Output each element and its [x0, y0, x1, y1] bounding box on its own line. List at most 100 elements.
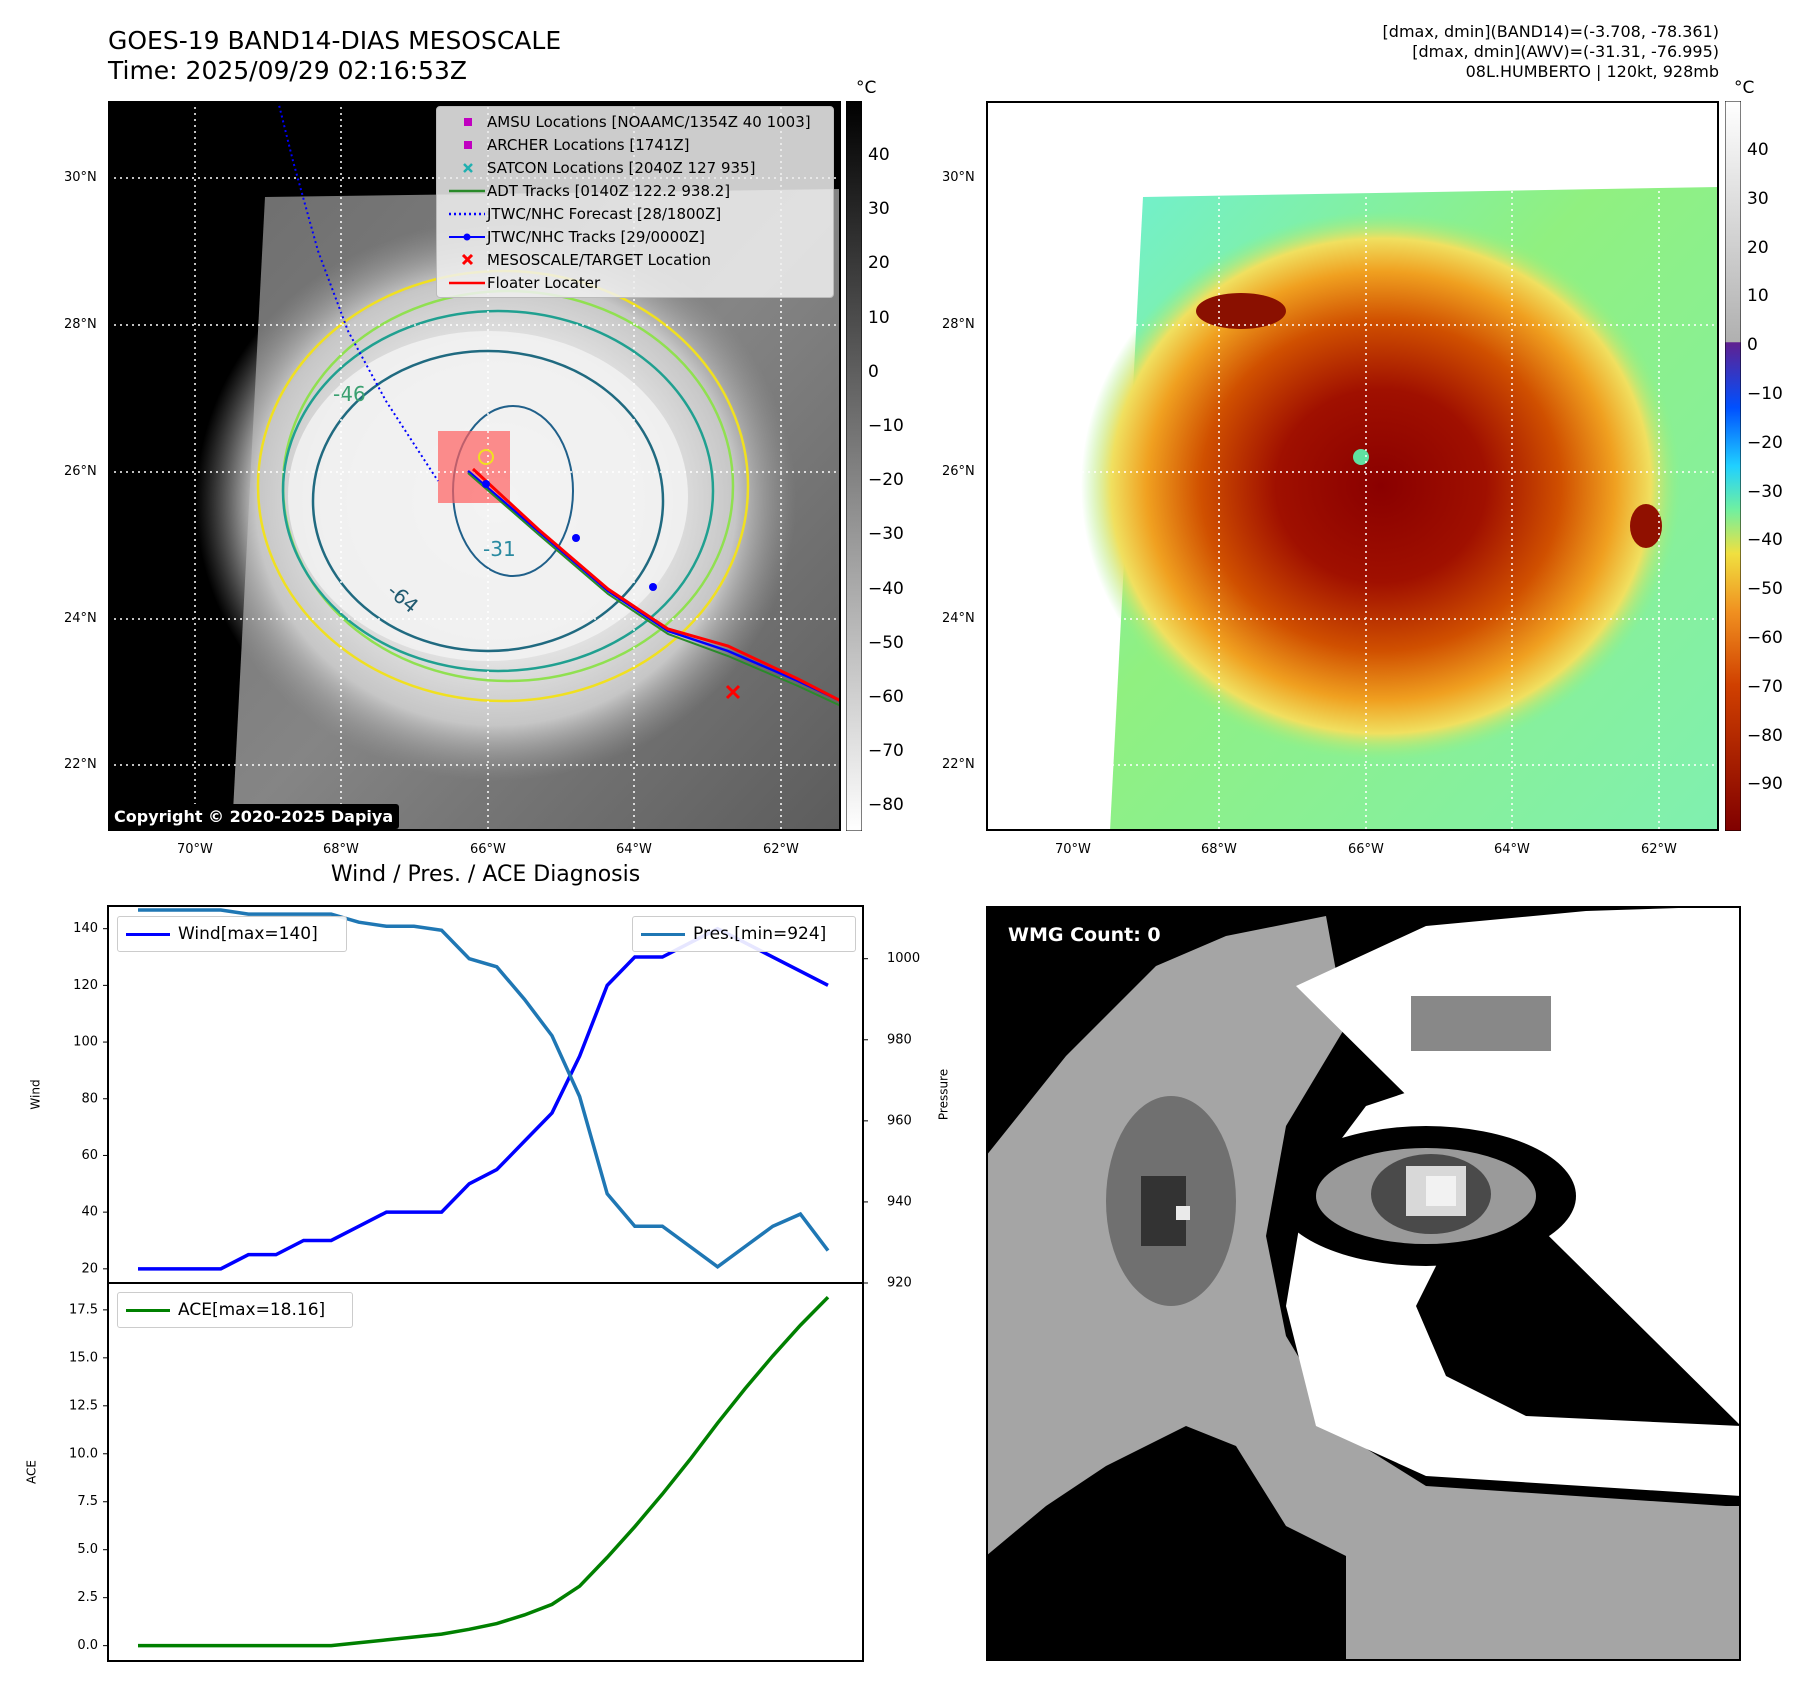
wv-colorbar-tick: −40: [1747, 530, 1783, 551]
wv-colorbar-tick: −10: [1747, 384, 1783, 404]
wv-eye: [1353, 449, 1369, 465]
ir-colorbar-tick: −50: [868, 632, 904, 653]
pressure-ytick-label: 940: [887, 1194, 912, 1209]
line-dot-icon: [449, 233, 485, 241]
ir-lat-label: 24°N: [64, 611, 97, 626]
ace-legend: ACE[max=18.16]: [117, 1292, 353, 1328]
x-marker-icon: [463, 163, 473, 173]
header-stats: [dmax, dmin](BAND14)=(-3.708, -78.361) […: [1383, 22, 1719, 82]
ir-lon-label: 70°W: [177, 842, 213, 857]
ir-colorbar-tick: 0: [868, 361, 879, 382]
ir-lon-label: 68°W: [323, 842, 359, 857]
ace-ytick-label: 10.0: [69, 1446, 98, 1461]
ace-legend-label: ACE[max=18.16]: [178, 1300, 326, 1320]
square-marker-icon: [464, 141, 472, 149]
ir-lat-label: 26°N: [64, 464, 97, 479]
wind-ytick-label: 140: [73, 921, 98, 936]
ace-ytick-label: 15.0: [69, 1350, 98, 1365]
ir-colorbar-tick: −20: [868, 470, 904, 491]
band14-range: [dmax, dmin](BAND14)=(-3.708, -78.361): [1382, 22, 1719, 41]
ir-colorbar-tick: −70: [868, 741, 904, 762]
ace-ytick-label: 5.0: [77, 1542, 98, 1557]
ace-legend-line-icon: [126, 1308, 170, 1312]
wv-colorbar-tick: −20: [1747, 432, 1783, 453]
wind-legend-label: Wind[max=140]: [178, 924, 318, 944]
contour-darkteal: [311, 349, 665, 653]
wind-series-line: [138, 926, 829, 1271]
pressure-ytick-label: 980: [887, 1032, 912, 1047]
wind-ytick-label: 40: [81, 1205, 98, 1220]
ace-ytick-label: 2.5: [77, 1590, 98, 1605]
ir-frame: [108, 101, 841, 831]
wind-ytick-label: 60: [81, 1148, 98, 1163]
wv-lat-label: 26°N: [942, 464, 975, 479]
wv-colorbar-tick: 30: [1747, 188, 1769, 209]
wmg-frame: [986, 906, 1741, 1661]
x-marker-icon: [461, 253, 474, 266]
copyright-label: Copyright © 2020-2025 Dapiya: [108, 804, 400, 829]
wind-ytick-label: 120: [73, 978, 98, 993]
ir-colorbar-unit: °C: [856, 78, 877, 98]
wv-gridlines: [986, 101, 1719, 831]
pressure-ytick-label: 920: [887, 1276, 912, 1291]
wind-ytick-label: 100: [73, 1035, 98, 1050]
ace-axis-label: ACE: [25, 1460, 39, 1484]
ir-colorbar-tick: 30: [868, 199, 890, 220]
wv-colorbar-tick: −80: [1747, 725, 1783, 746]
floater-track: [471, 467, 841, 703]
wv-map-panel: [986, 101, 1719, 831]
ir-colorbar-tick: −40: [868, 578, 904, 599]
wv-lat-label: 22°N: [942, 757, 975, 772]
wind-ytick-label: 20: [81, 1261, 98, 1276]
nhc-track: [467, 470, 841, 703]
pressure-series-line: [138, 908, 830, 1269]
wv-colorbar-tick: −90: [1747, 774, 1783, 795]
wv-colorbar-tick: 10: [1747, 286, 1769, 307]
wind-legend-line-icon: [126, 932, 170, 936]
wv-lat-label: 24°N: [942, 611, 975, 626]
ace-ytick-label: 0.0: [77, 1638, 98, 1653]
wind-ytick-label: 80: [81, 1091, 98, 1106]
wv-colorbar-tick: −60: [1747, 628, 1783, 648]
wv-colorbar-tick: −30: [1747, 481, 1783, 502]
wv-storm: [1081, 211, 1681, 761]
figure-title: GOES-19 BAND14-DIAS MESOSCALE: [108, 26, 562, 55]
ace-ytick-label: 17.5: [69, 1302, 98, 1317]
ir-lat-label: 28°N: [64, 317, 97, 332]
ir-colorbar-tick: 40: [868, 145, 890, 165]
forecast-track: [277, 101, 439, 482]
ir-lon-label: 66°W: [470, 842, 506, 857]
ir-colorbar-tick: −60: [868, 687, 904, 707]
wmg-count-badge: WMG Count: 0: [1000, 920, 1169, 950]
wv-colorbar-unit: °C: [1734, 78, 1755, 98]
ir-legend: AMSU Locations [NOAAMC/1354Z 40 1003] AR…: [436, 106, 834, 298]
wv-frame: [986, 101, 1719, 831]
pressure-legend-line-icon: [641, 932, 685, 936]
ace-series-line: [138, 1295, 830, 1648]
adt-track: [467, 472, 841, 707]
wv-colorbar-tick: 0: [1747, 335, 1758, 356]
line-marker-icon: [449, 189, 485, 193]
pressure-axis-label: Pressure: [937, 1069, 951, 1120]
line-marker-icon: [449, 281, 485, 285]
ir-lat-label: 22°N: [64, 757, 97, 772]
wv-lon-label: 68°W: [1201, 842, 1237, 857]
ir-colorbar-tick: 20: [868, 253, 890, 274]
awv-range: [dmax, dmin](AWV)=(-31.31, -76.995): [1412, 42, 1719, 61]
ir-colorbar: [846, 101, 862, 831]
ir-colorbar-tick: −80: [868, 795, 904, 816]
wind-legend: Wind[max=140]: [117, 916, 347, 952]
wv-lon-label: 64°W: [1494, 842, 1530, 857]
pressure-legend: Pres.[min=924]: [632, 916, 856, 952]
wv-lon-label: 62°W: [1641, 842, 1677, 857]
pressure-ytick-label: 1000: [887, 951, 920, 966]
wv-colorbar-tick: 40: [1747, 140, 1769, 160]
wv-lon-label: 66°W: [1348, 842, 1384, 857]
wv-lon-label: 70°W: [1055, 842, 1091, 857]
ir-lat-label: 30°N: [64, 170, 97, 185]
ir-lon-label: 62°W: [763, 842, 799, 857]
ir-colorbar-tick: 10: [868, 307, 890, 328]
wmg-panel: [986, 906, 1741, 1661]
